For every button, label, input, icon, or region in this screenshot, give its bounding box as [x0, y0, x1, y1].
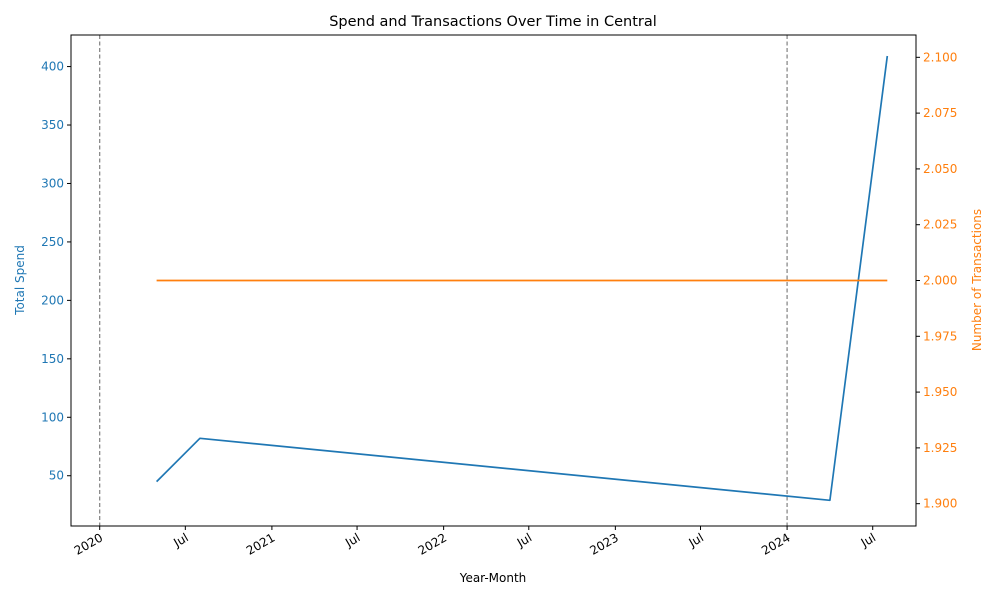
- x-tick-label: 2021: [244, 530, 277, 557]
- x-tick-label: 2023: [587, 530, 620, 557]
- right-y-tick-label: 2.100: [923, 50, 957, 64]
- right-y-tick-label: 2.025: [923, 218, 957, 232]
- right-y-tick-label: 1.925: [923, 441, 957, 455]
- left-y-tick-label: 150: [41, 352, 64, 366]
- series-line-left: [155, 55, 889, 502]
- left-y-tick-label: 50: [49, 469, 64, 483]
- x-tick-label: Jul: [170, 530, 190, 550]
- left-y-axis-label: Total Spend: [13, 245, 27, 316]
- right-y-tick-label: 1.900: [923, 497, 957, 511]
- left-y-tick-label: 300: [41, 176, 64, 190]
- x-axis-label: Year-Month: [459, 571, 527, 585]
- left-y-tick-label: 200: [41, 293, 64, 307]
- x-tick-label: 2020: [72, 530, 105, 557]
- x-tick-label: Jul: [514, 530, 534, 550]
- right-y-tick-label: 2.075: [923, 106, 957, 120]
- left-y-tick-label: 250: [41, 235, 64, 249]
- left-y-tick-label: 350: [41, 118, 64, 132]
- right-y-tick-label: 2.050: [923, 162, 957, 176]
- x-tick-label: Jul: [858, 530, 878, 550]
- right-y-tick-label: 2.000: [923, 274, 957, 288]
- x-tick-label: Jul: [686, 530, 706, 550]
- left-y-tick-label: 400: [41, 60, 64, 74]
- x-tick-label: Jul: [342, 530, 362, 550]
- x-tick-label: 2024: [759, 530, 792, 557]
- plot-area: 50 100 150 200 250 300 350 400 1.900 1.925 1.950 1.…: [41, 34, 957, 558]
- right-y-tick-label: 1.975: [923, 329, 957, 343]
- x-tick-label: 2022: [416, 530, 449, 557]
- right-y-axis-label: Number of Transactions: [970, 209, 984, 351]
- chart-title: Spend and Transactions Over Time in Cent…: [329, 14, 657, 30]
- right-y-tick-label: 1.950: [923, 385, 957, 399]
- left-y-tick-label: 100: [41, 410, 64, 424]
